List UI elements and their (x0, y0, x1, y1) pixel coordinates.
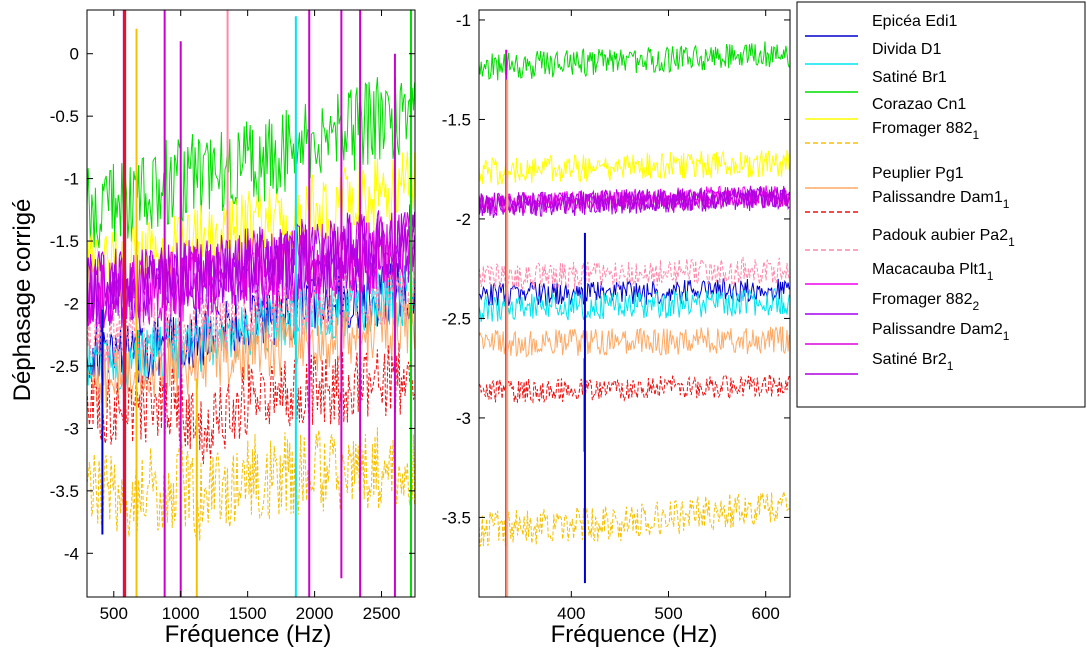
left-x-axis-label: Fréquence (Hz) (165, 621, 332, 648)
y-tick-label: -3 (64, 419, 79, 438)
legend-box (796, 1, 1086, 408)
legend-label: Fromager 8822 (872, 291, 980, 313)
series-line (479, 325, 790, 358)
right-panel: 400 500 600 -1 -1.5 -2 -2.5 -3 -3.5 Fréquence (H… (442, 9, 791, 648)
legend-label: Divida D1 (872, 41, 941, 58)
y-axis-label: Déphasage corrigé (9, 199, 36, 402)
series-line (479, 189, 790, 215)
y-tick-label: 0 (70, 45, 79, 64)
x-tick-label: 2000 (296, 604, 334, 623)
legend-label: Padouk aubier Pa21 (872, 227, 1015, 249)
y-tick-label: -4 (64, 544, 79, 563)
legend-label: Satiné Br1 (872, 69, 947, 86)
left-ticks: 500 1000 1500 2000 2500 0 -0.5 -1 -1.5 -2 -2.5 -3 -3… (50, 10, 415, 623)
legend-label: Palissandre Dam11 (872, 189, 1010, 211)
x-tick-label: 1000 (162, 604, 200, 623)
x-tick-label: 500 (100, 604, 128, 623)
y-tick-label: -1 (64, 170, 79, 189)
right-x-axis-label: Fréquence (Hz) (551, 621, 718, 648)
legend-label: Palissandre Dam21 (872, 321, 1010, 343)
legend-label: Satiné Br21 (872, 351, 954, 373)
y-tick-label: -3.5 (50, 482, 79, 501)
right-plot-area (479, 41, 790, 597)
y-tick-label: -2 (456, 210, 471, 229)
y-tick-label: -3.5 (442, 508, 471, 527)
x-tick-label: 500 (654, 604, 682, 623)
legend-label: Macacauba Plt11 (872, 261, 994, 283)
y-tick-label: -3 (456, 409, 471, 428)
series-line (479, 256, 790, 291)
y-tick-label: -1.5 (50, 232, 79, 251)
y-tick-label: -0.5 (50, 107, 79, 126)
right-ticks: 400 500 600 -1 -1.5 -2 -2.5 -3 -3.5 (442, 10, 790, 623)
left-panel: 500 1000 1500 2000 2500 0 -0.5 -1 -1.5 -2 -2.5 -3 -3… (9, 9, 416, 648)
legend: Epicéa Edi1 Divida D1 Satiné Br1 Corazao Cn… (796, 1, 1086, 408)
y-tick-label: -2.5 (50, 357, 79, 376)
y-tick-label: -1 (456, 11, 471, 30)
left-plot-area (87, 10, 415, 597)
legend-label: Peuplier Pg1 (872, 165, 964, 182)
y-tick-label: -2 (64, 295, 79, 314)
x-tick-label: 600 (752, 604, 780, 623)
right-axes-frame (478, 9, 791, 598)
series-line (479, 185, 790, 216)
series-line (479, 374, 790, 404)
x-tick-label: 2500 (363, 604, 401, 623)
x-tick-label: 1500 (229, 604, 267, 623)
legend-label: Corazao Cn1 (872, 96, 966, 113)
y-tick-label: -2.5 (442, 309, 471, 328)
legend-label: Fromager 8821 (872, 120, 980, 142)
x-tick-label: 400 (557, 604, 585, 623)
series-line (479, 149, 790, 186)
series-line (479, 287, 790, 322)
series-line (479, 491, 790, 547)
y-tick-label: -1.5 (442, 110, 471, 129)
series-line (479, 41, 790, 81)
legend-label: Epicéa Edi1 (872, 13, 957, 30)
